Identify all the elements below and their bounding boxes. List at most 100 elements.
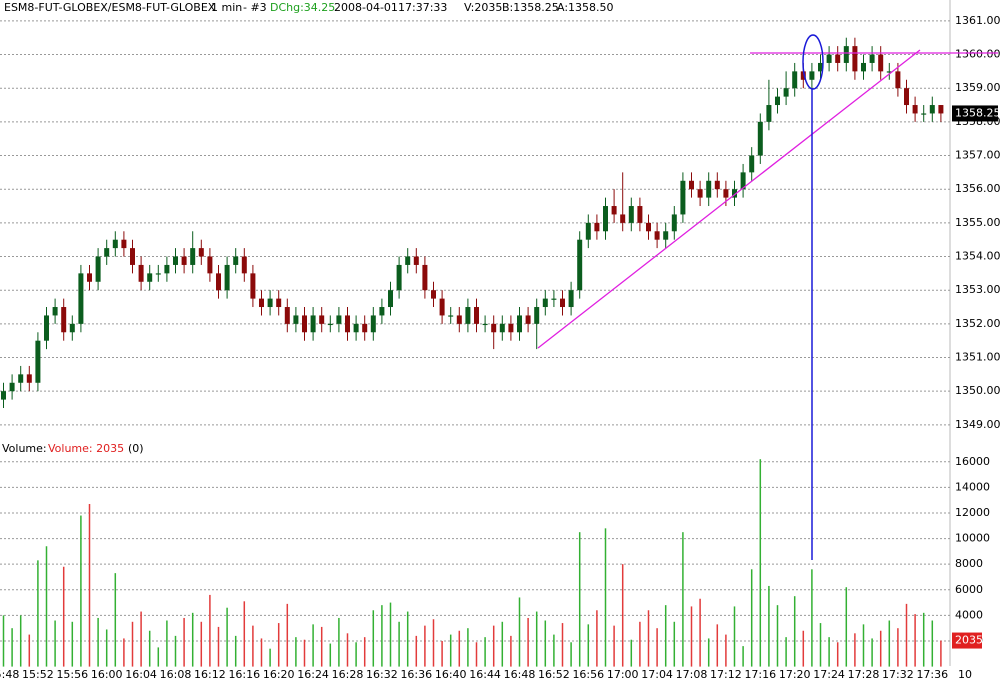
candle-body — [732, 189, 737, 198]
candle-body — [259, 298, 264, 308]
candle-body — [370, 315, 376, 333]
volume-bar — [449, 634, 452, 667]
y-tick-label: 1353.00 — [955, 283, 1000, 296]
x-tick-label: 17:28 — [848, 668, 880, 681]
volume-bar — [690, 606, 693, 667]
volume-bar — [475, 642, 478, 667]
x-tick-label: 16:16 — [228, 668, 260, 681]
y-tick-label: 1349.00 — [955, 418, 1000, 431]
volume-bar — [88, 504, 91, 667]
y-tick-label: 8000 — [955, 557, 983, 570]
volume-bar — [329, 643, 332, 667]
candle-body — [757, 121, 763, 156]
volume-bar — [140, 611, 142, 667]
volume-title: Volume: — [2, 442, 47, 455]
candle-body — [18, 374, 24, 383]
candle-body — [284, 307, 290, 324]
volume-bar — [836, 642, 839, 667]
volume-bar — [759, 459, 762, 667]
volume-bar — [398, 621, 400, 667]
candle-body — [499, 323, 505, 333]
candle-body — [886, 71, 892, 73]
volume-bar — [604, 528, 607, 667]
candle-body — [689, 180, 694, 190]
volume-bar — [277, 623, 280, 667]
x-tick-label: 16:04 — [125, 668, 157, 681]
symbol: ESM8-FUT-GLOBEX/ESM8-FUT-GLOBEX — [4, 1, 216, 14]
volume-bar — [897, 628, 899, 667]
candle-body — [207, 256, 213, 274]
volume-bar — [226, 607, 228, 667]
volume-bar — [785, 637, 787, 667]
candle-body — [826, 54, 832, 63]
candle-body — [388, 290, 393, 308]
candle-body — [130, 248, 135, 265]
candle-body — [250, 273, 256, 299]
candle-body — [843, 46, 849, 63]
volume-bar — [639, 621, 641, 667]
candle-body — [69, 323, 75, 333]
volume-bar — [191, 612, 194, 667]
x-tick-label: 15:48 — [0, 668, 19, 681]
x-tick-label: 15:52 — [22, 668, 54, 681]
volume-bar — [931, 620, 934, 667]
volume-bar — [355, 642, 357, 667]
candle-body — [646, 222, 651, 232]
volume-bar — [303, 639, 306, 667]
volume-bar — [234, 635, 237, 667]
interval: 1 min — [211, 1, 242, 14]
candle-body — [723, 189, 729, 198]
candle-body — [706, 180, 712, 198]
x-tick-label: 16:24 — [297, 668, 329, 681]
volume-bar — [776, 605, 779, 667]
volume-bar — [200, 621, 203, 667]
volume-bar — [561, 623, 564, 667]
volume-bar — [613, 625, 615, 667]
candle-body — [276, 298, 282, 308]
volume-bar — [320, 626, 323, 667]
candle-body — [663, 231, 669, 240]
candle-body — [138, 264, 144, 282]
volume-bar — [725, 634, 727, 667]
volume-bar — [484, 637, 486, 667]
x-tick-label: 17:16 — [744, 668, 776, 681]
volume-bar — [37, 560, 39, 667]
volume-bar — [578, 532, 581, 667]
volume-bar — [570, 642, 572, 667]
annotations — [537, 34, 998, 560]
time: 17:37:33 — [398, 1, 447, 14]
candle-body — [405, 256, 411, 265]
candle-body — [680, 180, 686, 215]
x-tick-label: 15:56 — [56, 668, 88, 681]
y-tick-label: 1354.00 — [955, 250, 1000, 263]
candle-body — [809, 71, 815, 80]
last-volume-label: 2035 — [955, 634, 983, 647]
y-tick-label: 1350.00 — [955, 384, 1000, 397]
volume-bar — [828, 637, 830, 667]
candle-body — [181, 256, 187, 265]
candle-body — [422, 264, 428, 291]
candle-body — [792, 71, 798, 89]
candle-body — [766, 105, 772, 122]
volume-bar — [716, 624, 719, 667]
x-tick-label: 16:00 — [91, 668, 123, 681]
volume-bar — [381, 605, 383, 667]
candle-body — [560, 298, 565, 308]
candle-body — [173, 256, 178, 265]
candle-body — [147, 273, 153, 282]
candle-body — [319, 315, 325, 324]
volume-bar — [62, 566, 65, 667]
volume-bar — [871, 638, 873, 667]
candle-body — [525, 315, 531, 324]
volume-bar — [148, 630, 151, 667]
volume-bar — [123, 638, 125, 667]
volume-bar — [535, 611, 538, 667]
bar-number: - #3 — [243, 1, 267, 14]
candle-body — [585, 222, 591, 240]
header: ESM8-FUT-GLOBEX/ESM8-FUT-GLOBEX 1 min - … — [4, 1, 614, 14]
candle-body — [895, 71, 901, 89]
candle-body — [534, 307, 540, 324]
y-tick-label: 4000 — [955, 608, 983, 621]
volume-bar — [707, 638, 710, 667]
y-tick-label: 14000 — [955, 480, 990, 493]
